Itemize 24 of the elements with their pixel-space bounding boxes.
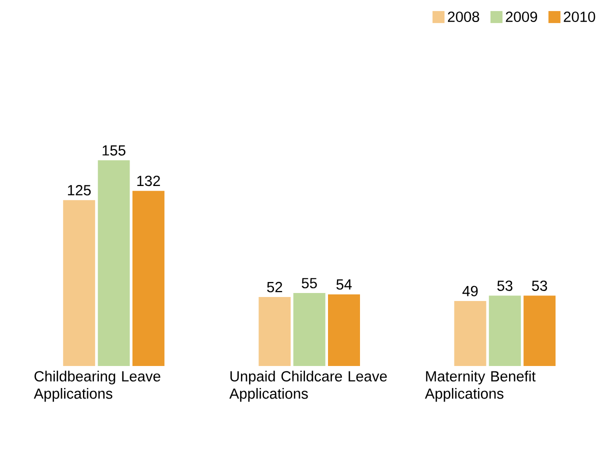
bar — [328, 294, 360, 366]
data-label: 53 — [497, 280, 512, 291]
bar — [98, 160, 130, 366]
x-tick-label: Unpaid Childcare Leave Applications — [229, 370, 387, 402]
bar — [454, 300, 486, 366]
legend-label: 2010 — [564, 12, 596, 22]
data-label: 54 — [336, 279, 352, 290]
bar — [524, 296, 556, 366]
bar — [293, 293, 326, 366]
data-label: 52 — [267, 282, 282, 292]
bar — [132, 190, 164, 366]
data-label: 155 — [102, 145, 126, 156]
bar — [258, 296, 291, 366]
x-tick-label: Childbearing Leave Applications — [34, 370, 160, 402]
data-label: 55 — [302, 278, 317, 288]
legend-label: 2008 — [448, 12, 480, 22]
bar — [488, 296, 521, 366]
data-label: 132 — [137, 176, 160, 186]
legend-label: 2009 — [506, 12, 538, 22]
data-label: 125 — [68, 185, 91, 196]
data-label: 49 — [462, 286, 478, 296]
x-tick-label: Maternity Benefit Applications — [424, 370, 536, 402]
bar — [63, 200, 96, 366]
data-label: 53 — [532, 280, 548, 291]
